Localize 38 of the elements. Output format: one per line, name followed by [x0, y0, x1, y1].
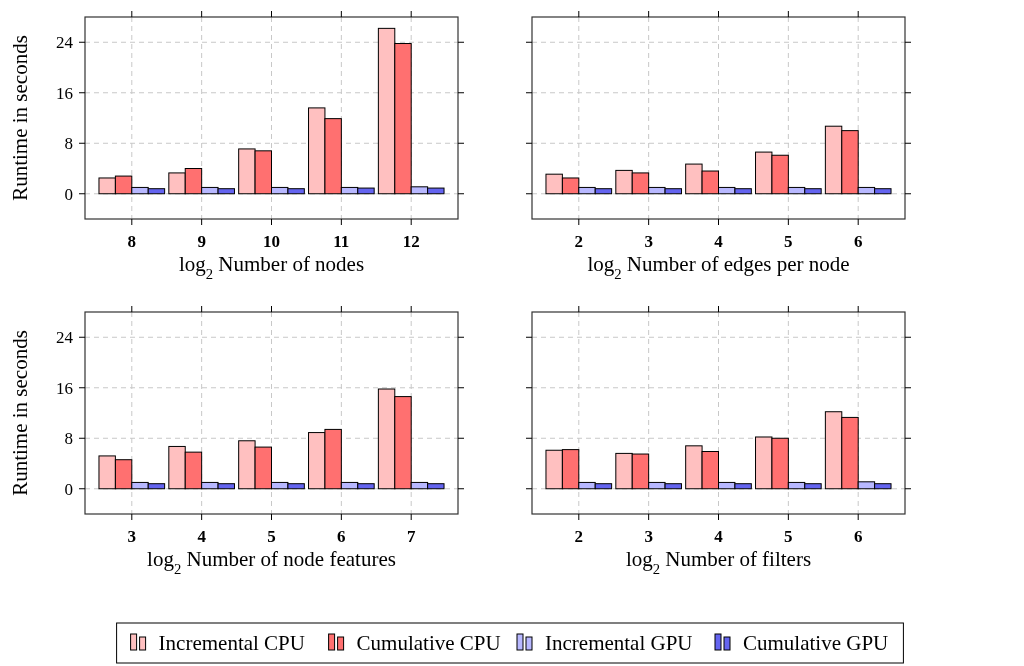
x-tick-label: 3 — [127, 527, 137, 546]
legend-label: Cumulative GPU — [743, 631, 889, 655]
x-tick-label: 10 — [263, 232, 280, 251]
x-tick-label: 8 — [127, 232, 137, 251]
y-tick-label: 8 — [64, 429, 73, 449]
x-axis-title: log$_{2}$ Number of node features — [147, 547, 396, 577]
x-axis-title: log$_{2}$ Number of nodes — [178, 252, 365, 282]
x-tick-label: 5 — [267, 527, 276, 546]
y-tick-label: 24 — [56, 33, 74, 53]
x-tick-label: 9 — [197, 232, 206, 251]
x-tick-label: 2 — [574, 527, 584, 546]
y-tick-label: 16 — [56, 83, 73, 103]
x-tick-label: 4 — [197, 527, 207, 546]
y-tick-label: 16 — [56, 378, 73, 398]
x-tick-label: 3 — [644, 527, 653, 546]
x-tick-label: 6 — [853, 232, 863, 251]
x-tick-label: 5 — [784, 232, 793, 251]
legend-label: Incremental CPU — [158, 631, 305, 655]
x-axis-title: log$_{2}$ Number of edges per node — [587, 252, 850, 282]
x-axis-title: log$_{2}$ Number of filters — [625, 547, 812, 577]
x-tick-label: 12 — [402, 232, 420, 251]
y-axis-title: Runtime in seconds — [8, 330, 32, 496]
legend-label: Incremental GPU — [545, 631, 693, 655]
x-tick-label: 7 — [406, 527, 416, 546]
y-axis-title: Runtime in seconds — [8, 35, 32, 201]
y-tick-label: 0 — [64, 184, 73, 204]
legend-label: Cumulative CPU — [356, 631, 501, 655]
x-tick-label: 5 — [784, 527, 793, 546]
x-tick-label: 11 — [333, 232, 350, 251]
y-tick-label: 0 — [64, 479, 73, 499]
x-tick-label: 3 — [644, 232, 653, 251]
x-tick-label: 2 — [574, 232, 584, 251]
x-tick-label: 6 — [853, 527, 863, 546]
y-tick-label: 24 — [56, 328, 74, 348]
x-tick-label: 6 — [337, 527, 346, 546]
x-tick-label: 4 — [714, 232, 724, 251]
y-tick-label: 8 — [64, 134, 73, 154]
x-tick-label: 4 — [714, 527, 724, 546]
